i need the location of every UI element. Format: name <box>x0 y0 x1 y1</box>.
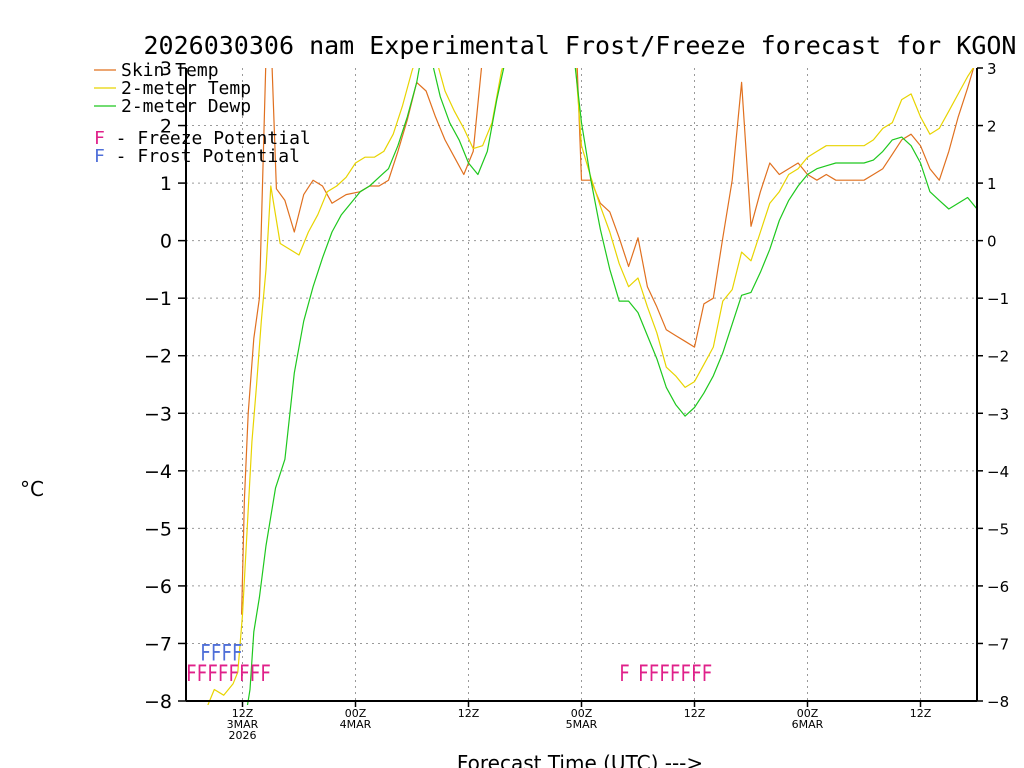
y-tick-label-left: 2 <box>160 116 172 138</box>
y-tick-label-left: −2 <box>144 346 172 368</box>
y-tick-label-right: −6 <box>987 578 1009 596</box>
x-tick-label: 12Z <box>458 707 480 720</box>
series-air-temp <box>207 68 974 705</box>
freeze-potential-mark: F <box>619 662 630 687</box>
y-tick-label-right: −1 <box>987 290 1009 308</box>
x-tick-label: 12Z <box>910 707 932 720</box>
x-tick-label: 4MAR <box>340 718 372 731</box>
frost-potential-mark: FFFF <box>200 642 242 667</box>
y-tick-label-right: −4 <box>987 463 1009 481</box>
y-axis-label: °C <box>20 477 44 501</box>
y-tick-label-right: 3 <box>987 60 997 78</box>
y-tick-label-right: −2 <box>987 348 1009 366</box>
legend-label-skin-temp: Skin Temp <box>121 60 219 81</box>
y-tick-label-right: −3 <box>987 405 1009 423</box>
legend-label-air-temp: 2-meter Temp <box>121 78 251 99</box>
freeze-potential-mark: FFFFFFF <box>638 662 712 687</box>
y-tick-label-left: −8 <box>144 691 172 713</box>
legend-freeze: F - Freeze Potential <box>94 128 311 149</box>
x-tick-label: 00Z <box>797 707 819 720</box>
y-tick-label-right: −8 <box>987 693 1009 711</box>
series-lines <box>207 68 977 705</box>
x-axis-label: Forecast Time (UTC) ---> <box>457 751 703 768</box>
y-tick-label-right: −7 <box>987 635 1009 653</box>
y-tick-label-left: 3 <box>160 58 172 80</box>
series-skin-temp <box>241 68 975 615</box>
x-tick-label: 6MAR <box>792 718 824 731</box>
x-tick-label: 12Z <box>684 707 706 720</box>
freeze-potential-mark: FFFFFFFF <box>186 662 271 687</box>
y-tick-label-left: 0 <box>160 231 172 253</box>
y-tick-label-right: 2 <box>987 118 997 136</box>
x-tick-label: 12Z <box>232 707 254 720</box>
y-tick-label-left: −3 <box>144 403 172 425</box>
y-tick-label-left: −4 <box>144 461 172 483</box>
y-tick-label-right: 1 <box>987 175 997 193</box>
y-tick-label-right: −5 <box>987 520 1009 538</box>
y-tick-label-left: −7 <box>144 633 172 655</box>
series-dewpoint <box>246 68 977 705</box>
y-tick-label-left: 1 <box>160 173 172 195</box>
y-tick-label-left: −6 <box>144 576 172 598</box>
x-tick-label: 3MAR <box>227 718 259 731</box>
chart-title: 2026030306 nam Experimental Frost/Freeze… <box>144 31 1017 60</box>
legend-frost: F - Frost Potential <box>94 146 300 167</box>
y-tick-label-left: −5 <box>144 518 172 540</box>
axes: −8 −8 −7 −7 −6 −6 −5 −5 −4 −4 −3 −3 −2 −2 −1 −1 0 0 1 1 2 2 3 3… <box>144 58 1009 742</box>
y-tick-label-right: 0 <box>987 233 997 251</box>
x-tick-label: 2026 <box>229 729 257 742</box>
legend-label-dewpoint: 2-meter Dewp <box>121 96 251 117</box>
x-tick-label: 5MAR <box>566 718 598 731</box>
x-tick-label: 00Z <box>345 707 367 720</box>
y-tick-label-left: −1 <box>144 288 172 310</box>
x-tick-label: 00Z <box>571 707 593 720</box>
